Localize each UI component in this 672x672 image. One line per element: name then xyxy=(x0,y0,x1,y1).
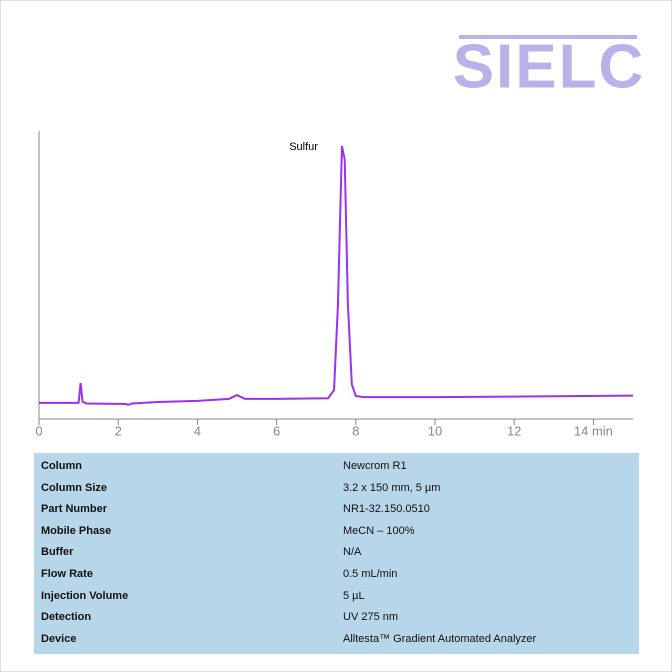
value: NR1-32.150.0510 xyxy=(343,503,430,516)
value: UV 275 nm xyxy=(343,611,399,624)
chart: SIELC 0 2 4 6 8 10 12 14 min Sulfur xyxy=(35,32,646,438)
table-row: Part Number NR1-32.150.0510 xyxy=(34,503,639,523)
annotation: Sulfur xyxy=(289,141,318,153)
x-tick-label: 2 xyxy=(115,423,122,438)
label: Buffer xyxy=(41,546,74,559)
label: Column Size xyxy=(41,481,108,494)
line xyxy=(39,145,634,406)
x-tick-label: 12 xyxy=(507,423,521,438)
table: Column Newcrom R1 Column Size 3.2 x 150 mm,… xyxy=(34,453,639,654)
x-tick-label: 0 xyxy=(35,423,42,438)
label: Mobile Phase xyxy=(41,524,112,537)
label: Flow Rate xyxy=(41,568,93,580)
value: N/A xyxy=(343,546,362,559)
table-row: Injection Volume 5 µL xyxy=(34,590,639,610)
table-row: Column Size 3.2 x 150 mm, 5 µm xyxy=(34,482,639,502)
x-tick-label: 6 xyxy=(273,423,280,438)
value: Newcrom R1 xyxy=(343,460,407,472)
label: Column xyxy=(41,460,82,472)
logo: SIELC xyxy=(453,32,646,101)
value: Alltesta™ Gradient Automated Analyzer xyxy=(343,632,537,645)
table-row: Mobile Phase MeCN – 100% xyxy=(34,525,639,545)
x-tick-label: 10 xyxy=(428,423,442,438)
value: 0.5 mL/min xyxy=(343,568,398,580)
label: Part Number xyxy=(41,503,108,516)
x-tick-label: 14 min xyxy=(574,423,613,438)
table-row: Detection UV 275 nm xyxy=(34,611,639,631)
table-row: Column Newcrom R1 xyxy=(34,460,639,480)
table-row: Device Alltesta™ Gradient Automated Analy… xyxy=(34,633,639,653)
value: 5 µL xyxy=(343,589,365,602)
label: Device xyxy=(41,632,77,645)
table-row: Flow Rate 0.5 mL/min xyxy=(34,568,639,588)
x-tick-label: 4 xyxy=(194,423,201,438)
label: Detection xyxy=(41,611,92,624)
x-tick-label: 8 xyxy=(352,423,359,438)
value: MeCN – 100% xyxy=(343,524,415,537)
table-row: Buffer N/A xyxy=(34,546,639,566)
label: Injection Volume xyxy=(41,589,129,602)
value: 3.2 x 150 mm, 5 µm xyxy=(343,481,441,494)
